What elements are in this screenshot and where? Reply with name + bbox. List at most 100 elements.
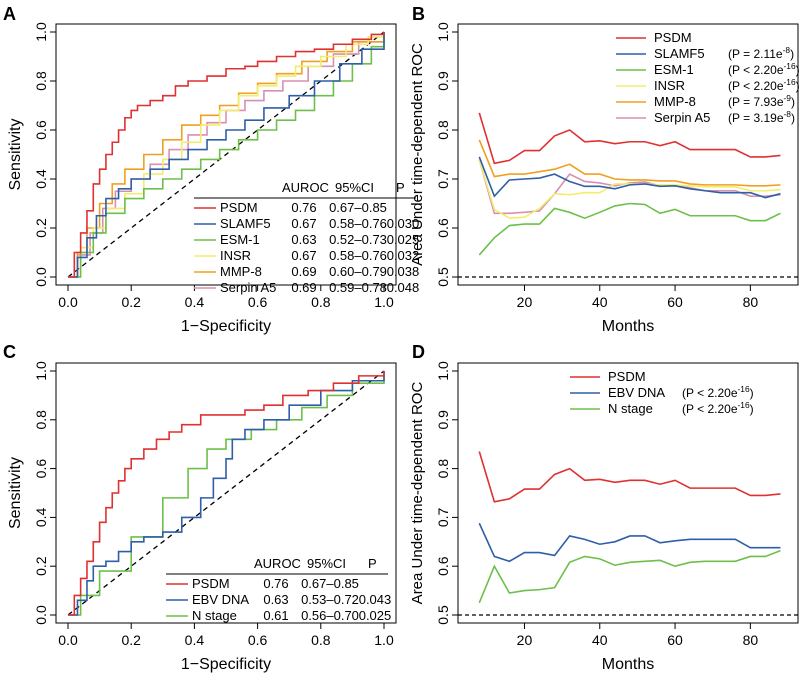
legend-ci: 0.67–0.85 <box>301 576 359 591</box>
y-tick-label: 0.9 <box>435 410 451 430</box>
figure: A 0.0 0.2 0.4 0.6 0.8 1.0 0.0 0.2 0.4 0.6 0.8 1.0 1−S… <box>0 0 809 676</box>
legend-header-auroc: AUROC <box>254 556 301 571</box>
y-axis-label: Area Under time-dependent ROC <box>409 382 426 605</box>
x-tick-label: 0.4 <box>185 632 205 648</box>
x-tick-label: 1.0 <box>374 632 394 648</box>
y-tick-label: 0.4 <box>33 507 49 527</box>
x-tick-label: 20 <box>517 632 533 648</box>
roc-panel-A: A0.0 0.2 0.4 0.6 0.8 1.00.00.20.40.60.81.01−S… <box>3 4 419 335</box>
legend-p-value: (P < 2.20e-16) <box>728 77 800 93</box>
legend-p-value: (P = 7.93e-9) <box>728 93 795 109</box>
x-axis-label: Months <box>602 318 654 335</box>
legend-p-value: (P < 2.20e-16) <box>682 384 754 400</box>
y-tick-label: 0.6 <box>33 459 49 479</box>
legend-series-name: PSDM <box>654 30 692 45</box>
y-tick-label: 0.7 <box>435 507 451 527</box>
x-tick-label: 0.6 <box>248 294 268 310</box>
x-tick-label: 80 <box>743 294 759 310</box>
legend-p: 0.048 <box>387 280 420 295</box>
y-tick-label: 0.6 <box>33 120 49 140</box>
x-tick-label: 60 <box>667 294 683 310</box>
x-tick-label: 0.0 <box>58 632 78 648</box>
legend-series-name: EBV DNA <box>192 592 249 607</box>
y-tick-label: 0.0 <box>33 267 49 287</box>
legend-series-name: PSDM <box>220 200 258 215</box>
legend-p-value: (P < 2.20e-16) <box>728 61 800 77</box>
roc-panel-C: C0.0 0.2 0.4 0.6 0.8 1.00.00.20.40.60.81.01−S… <box>3 342 396 673</box>
legend-ci: 0.67–0.85 <box>329 200 387 215</box>
legend-ci: 0.53–0.72 <box>301 592 359 607</box>
y-tick-label: 0.6 <box>435 218 451 238</box>
legend-ci: 0.58–0.76 <box>329 248 387 263</box>
x-axis-label: 1−Specificity <box>181 318 271 335</box>
x-tick-label: 40 <box>592 632 608 648</box>
legend-ci: 0.59–0.78 <box>329 280 387 295</box>
legend-series-name: SLAMF5 <box>654 46 705 61</box>
y-tick-label: 0.5 <box>435 267 451 287</box>
legend-series-name: ESM-1 <box>220 232 260 247</box>
panel-label: A <box>3 4 16 24</box>
td-auc-panel-B: B20 40 60 800.50.60.70.80.91.0MonthsArea Un… <box>409 4 800 335</box>
x-tick-label: 0.0 <box>58 294 78 310</box>
y-axis-label: Sensitivity <box>7 457 24 529</box>
y-tick-label: 0.8 <box>435 120 451 140</box>
x-tick-label: 0.2 <box>121 632 141 648</box>
y-tick-label: 1.0 <box>435 22 451 42</box>
x-tick-label: 40 <box>592 294 608 310</box>
y-tick-label: 0.4 <box>33 169 49 189</box>
legend-series-name: N stage <box>608 401 653 416</box>
legend-series-name: Serpin A5 <box>220 280 276 295</box>
x-tick-label: 80 <box>743 632 759 648</box>
legend-series-name: N stage <box>192 608 237 623</box>
x-tick-label: 0.4 <box>185 294 205 310</box>
auc-line-psdm <box>479 452 780 502</box>
y-tick-label: 0.7 <box>435 169 451 189</box>
panel-label: D <box>412 342 425 362</box>
y-axis-label: Area Under time-dependent ROC <box>409 43 426 266</box>
legend-series-name: PSDM <box>608 369 646 384</box>
legend-ci: 0.58–0.76 <box>329 216 387 231</box>
y-axis-label: Sensitivity <box>7 118 24 190</box>
y-tick-label: 1.0 <box>435 361 451 381</box>
x-tick-label: 0.8 <box>311 294 331 310</box>
x-tick-label: 0.8 <box>311 632 331 648</box>
legend-auroc: 0.76 <box>263 576 288 591</box>
x-tick-label: 1.0 <box>374 294 394 310</box>
panel-label: C <box>3 342 16 362</box>
auc-line-n-stage <box>479 551 780 603</box>
y-tick-label: 0.9 <box>435 71 451 91</box>
legend-series-name: INSR <box>220 248 251 263</box>
legend-auroc: 0.76 <box>291 200 316 215</box>
x-tick-label: 20 <box>517 294 533 310</box>
legend-series-name: INSR <box>654 78 685 93</box>
y-tick-label: 0.0 <box>33 605 49 625</box>
legend-header-ci: 95%CI <box>307 556 346 571</box>
legend-auroc: 0.63 <box>291 232 316 247</box>
legend-auroc: 0.67 <box>291 248 316 263</box>
legend-auroc: 0.67 <box>291 216 316 231</box>
y-tick-label: 0.8 <box>435 459 451 479</box>
legend-series-name: PSDM <box>192 576 230 591</box>
legend-p: 0.025 <box>359 608 392 623</box>
legend-header-ci: 95%CI <box>335 180 374 195</box>
legend-auroc: 0.61 <box>263 608 288 623</box>
legend-p: 0.043 <box>359 592 392 607</box>
legend-auroc: 0.69 <box>291 264 316 279</box>
y-tick-label: 0.2 <box>33 218 49 238</box>
legend-p-value: (P = 2.11e-8) <box>728 45 794 61</box>
legend-series-name: EBV DNA <box>608 385 665 400</box>
x-tick-label: 60 <box>667 632 683 648</box>
y-tick-label: 1.0 <box>33 361 49 381</box>
y-tick-label: 0.5 <box>435 605 451 625</box>
legend-series-name: MMP-8 <box>654 94 696 109</box>
auc-line-esm-1 <box>479 204 780 255</box>
legend-ci: 0.60–0.79 <box>329 264 387 279</box>
y-tick-label: 0.8 <box>33 71 49 91</box>
legend-header-auroc: AUROC <box>282 180 329 195</box>
auc-line-ebv-dna <box>479 523 780 561</box>
y-tick-label: 0.8 <box>33 410 49 430</box>
y-tick-label: 1.0 <box>33 22 49 42</box>
y-tick-label: 0.6 <box>435 556 451 576</box>
auc-line-insr <box>479 159 780 218</box>
legend-auroc: 0.63 <box>263 592 288 607</box>
